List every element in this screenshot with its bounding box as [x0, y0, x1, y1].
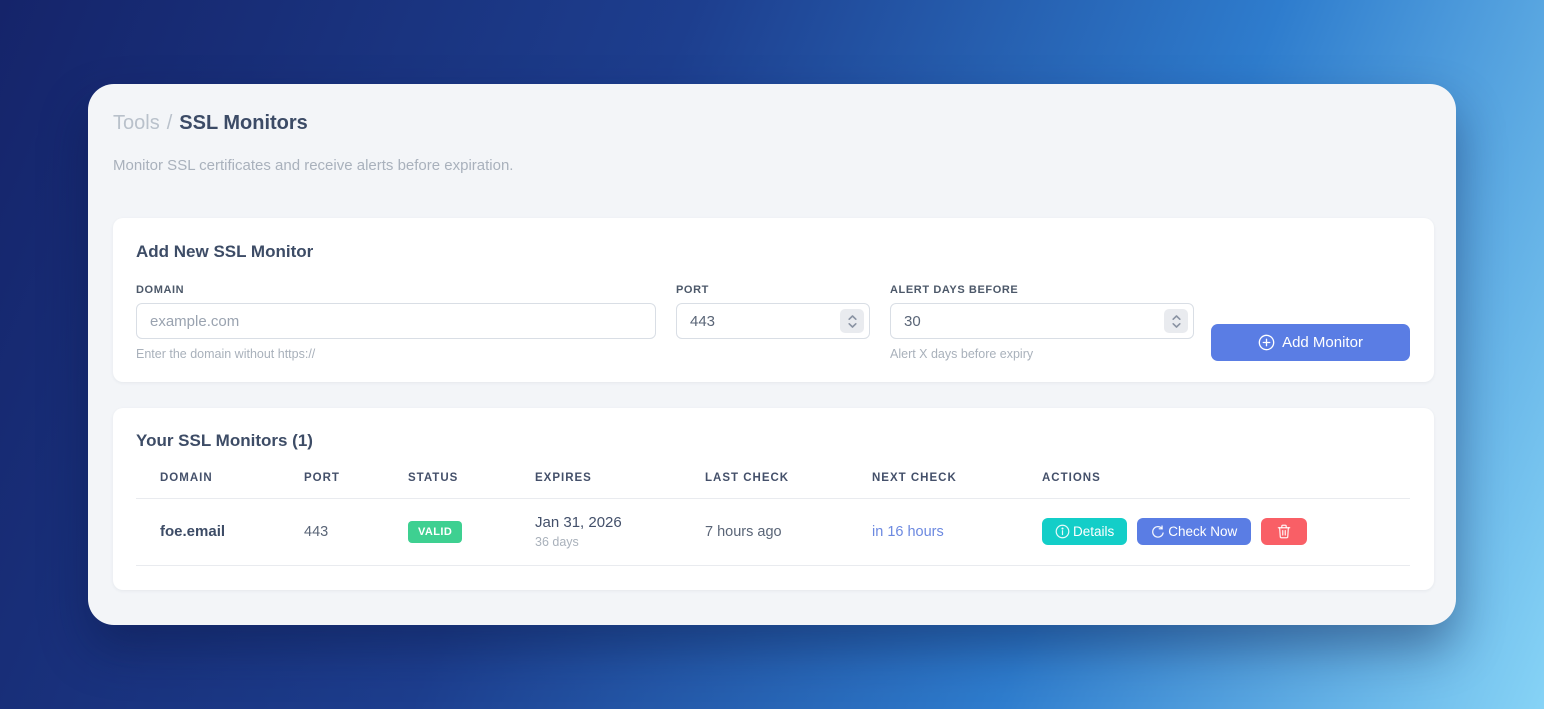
table-header-row: DOMAIN PORT STATUS EXPIRES LAST CHECK NE…: [136, 472, 1410, 499]
monitor-port: 443: [304, 498, 408, 566]
add-monitor-button-label: Add Monitor: [1282, 334, 1363, 351]
alert-days-hint: Alert X days before expiry: [890, 347, 1034, 361]
next-check: in 16 hours: [872, 498, 1042, 566]
table-row: foe.email 443 VALID Jan 31, 2026 36 days…: [136, 498, 1410, 566]
plus-circle-icon: [1258, 334, 1275, 351]
check-now-button[interactable]: Check Now: [1137, 518, 1252, 545]
chevron-up-down-icon: [1171, 314, 1181, 328]
breadcrumb: Tools / SSL Monitors: [113, 110, 1434, 136]
add-monitor-card: Add New SSL Monitor DOMAIN Enter the dom…: [113, 218, 1434, 382]
monitors-table: DOMAIN PORT STATUS EXPIRES LAST CHECK NE…: [136, 472, 1410, 566]
port-field: PORT: [676, 284, 870, 339]
column-header-last-check: LAST CHECK: [705, 472, 872, 499]
refresh-icon: [1152, 524, 1164, 538]
main-panel: Tools / SSL Monitors Monitor SSL certifica…: [88, 84, 1456, 625]
alert-days-input[interactable]: [890, 303, 1194, 339]
alert-days-stepper[interactable]: [1164, 309, 1188, 333]
port-stepper[interactable]: [840, 309, 864, 333]
port-input[interactable]: [676, 303, 870, 339]
info-circle-icon: [1055, 524, 1070, 539]
domain-label: DOMAIN: [136, 284, 185, 296]
domain-field: DOMAIN Enter the domain without https://: [136, 284, 656, 361]
last-check: 7 hours ago: [705, 498, 872, 566]
expires-date: Jan 31, 2026: [535, 514, 622, 531]
add-monitor-form: DOMAIN Enter the domain without https://…: [136, 284, 1411, 361]
page-title: SSL Monitors: [179, 112, 308, 134]
column-header-domain: DOMAIN: [136, 472, 304, 499]
delete-button[interactable]: [1261, 518, 1308, 545]
add-monitor-button[interactable]: Add Monitor: [1211, 324, 1410, 361]
status-badge: VALID: [408, 520, 463, 543]
column-header-status: STATUS: [408, 472, 535, 499]
monitor-domain: foe.email: [136, 498, 304, 566]
monitors-title: Your SSL Monitors (1): [136, 431, 313, 450]
chevron-up-down-icon: [847, 314, 857, 328]
details-button-label: Details: [1073, 524, 1115, 539]
column-header-next-check: NEXT CHECK: [872, 472, 1042, 499]
breadcrumb-separator: /: [166, 112, 173, 134]
alert-days-field: ALERT DAYS BEFORE Alert X days before ex…: [890, 284, 1194, 361]
column-header-port: PORT: [304, 472, 408, 499]
breadcrumb-section-tools[interactable]: Tools: [113, 112, 160, 134]
details-button[interactable]: Details: [1042, 518, 1128, 545]
monitors-card: Your SSL Monitors (1) DOMAIN PORT STATUS…: [113, 408, 1434, 590]
column-header-expires: EXPIRES: [535, 472, 705, 499]
port-label: PORT: [676, 284, 709, 296]
check-now-button-label: Check Now: [1168, 524, 1238, 539]
alert-days-label: ALERT DAYS BEFORE: [890, 284, 1019, 296]
row-actions: Details Check Now: [1042, 518, 1410, 545]
trash-icon: [1278, 524, 1291, 539]
expires-days-remaining: 36 days: [535, 535, 579, 549]
column-header-actions: ACTIONS: [1042, 472, 1410, 499]
add-monitor-title: Add New SSL Monitor: [136, 242, 314, 261]
domain-hint: Enter the domain without https://: [136, 347, 316, 361]
page-subtitle: Monitor SSL certificates and receive ale…: [113, 157, 514, 174]
domain-input[interactable]: [136, 303, 656, 339]
